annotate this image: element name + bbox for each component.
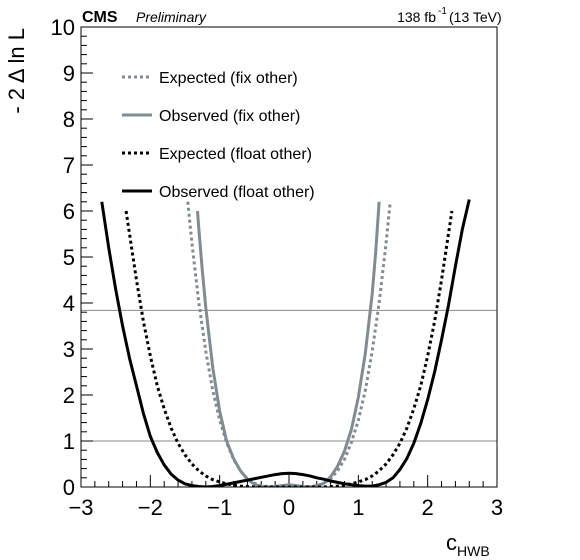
series-line-1 — [195, 201, 381, 487]
x-tick-label: 1 — [352, 495, 364, 520]
x-axis-label-sub: HWB — [457, 543, 490, 559]
y-tick-label: 0 — [63, 475, 75, 500]
x-tick-label: −1 — [207, 495, 232, 520]
status-label: Preliminary — [136, 9, 207, 25]
x-tick-label: −3 — [68, 495, 93, 520]
y-tick-label: 1 — [63, 429, 75, 454]
plot-area: 0 1 2 3 4 5 6 7 8 9 10 −3 −2 −1 0 1 2 3 Expected (fix othe… — [51, 15, 504, 520]
series-line-0 — [186, 201, 392, 487]
x-tick-label: −2 — [138, 495, 163, 520]
legend-label-3: Observed (float other) — [159, 184, 315, 201]
y-tick-label: 5 — [63, 245, 75, 270]
lumi-label: 138 fb — [397, 9, 436, 25]
y-tick-label: 4 — [63, 291, 75, 316]
y-tick-label: 7 — [63, 153, 75, 178]
x-tick-label: 2 — [422, 495, 434, 520]
y-tick-label: 10 — [51, 15, 75, 40]
y-tick-label: 2 — [63, 383, 75, 408]
series-line-2 — [124, 210, 454, 487]
y-axis-label: - 2 Δ ln L — [4, 28, 29, 114]
series-line-3 — [100, 199, 471, 487]
legend-label-2: Expected (float other) — [159, 146, 312, 163]
x-tick-label: 0 — [283, 495, 295, 520]
y-tick-label: 9 — [63, 61, 75, 86]
experiment-label: CMS — [82, 9, 118, 26]
legend-label-0: Expected (fix other) — [159, 70, 298, 87]
energy-label: (13 TeV) — [449, 9, 502, 25]
lumi-exponent: -1 — [438, 6, 447, 17]
legend-label-1: Observed (fix other) — [159, 108, 300, 125]
x-axis-label: cHWB — [446, 530, 490, 559]
x-axis-label-main: c — [446, 530, 457, 555]
y-tick-label: 8 — [63, 107, 75, 132]
plot-frame — [80, 26, 498, 488]
y-tick-label: 3 — [63, 337, 75, 362]
x-tick-label: 3 — [491, 495, 503, 520]
y-tick-label: 6 — [63, 199, 75, 224]
